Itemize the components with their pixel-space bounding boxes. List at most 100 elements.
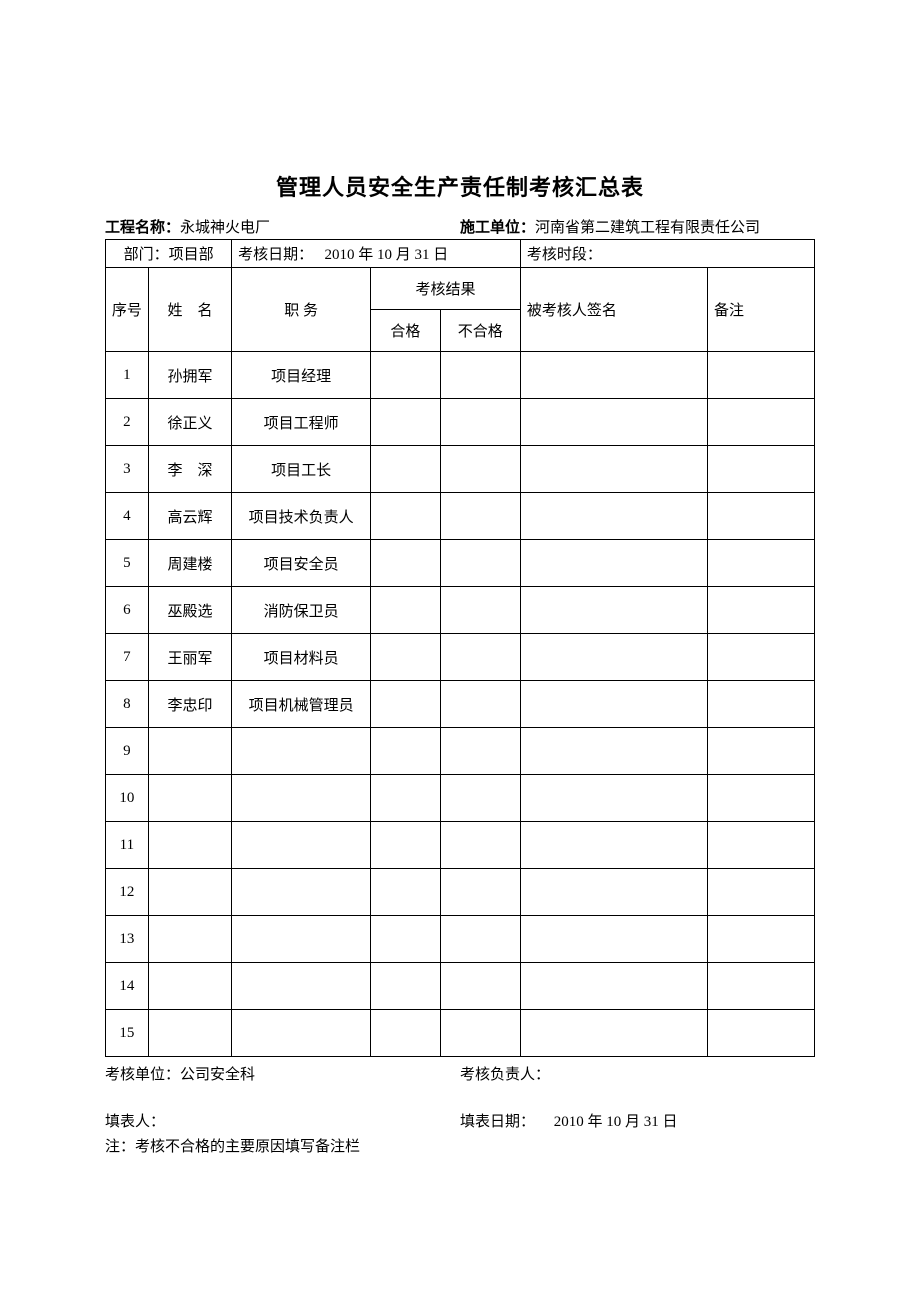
table-row: 8李忠印项目机械管理员: [106, 681, 815, 728]
project-label: 工程名称：: [105, 220, 180, 236]
cell-note: [708, 681, 815, 728]
cell-position: 消防保卫员: [232, 587, 371, 634]
dept-cell: 部门：项目部: [106, 240, 232, 268]
cell-pass: [371, 587, 441, 634]
cell-sign: [520, 1010, 707, 1057]
table-row: 7王丽军项目材料员: [106, 634, 815, 681]
cell-name: 周建楼: [148, 540, 231, 587]
contractor-label: 施工单位：: [460, 220, 535, 236]
cell-note: [708, 352, 815, 399]
cell-position: [232, 728, 371, 775]
col-pass-header: 合格: [371, 310, 441, 352]
col-result-header: 考核结果: [371, 268, 521, 310]
cell-name: 巫殿选: [148, 587, 231, 634]
cell-fail: [440, 446, 520, 493]
cell-fail: [440, 775, 520, 822]
cell-sign: [520, 540, 707, 587]
contractor-value: 河南省第二建筑工程有限责任公司: [535, 220, 760, 236]
cell-pass: [371, 916, 441, 963]
cell-position: [232, 916, 371, 963]
cell-position: [232, 1010, 371, 1057]
cell-note: [708, 728, 815, 775]
table-row: 5周建楼项目安全员: [106, 540, 815, 587]
cell-fail: [440, 822, 520, 869]
table-row: 12: [106, 869, 815, 916]
cell-sign: [520, 728, 707, 775]
col-note-header: 备注: [708, 268, 815, 352]
table-row: 15: [106, 1010, 815, 1057]
cell-seq: 8: [106, 681, 149, 728]
cell-sign: [520, 587, 707, 634]
cell-note: [708, 587, 815, 634]
cell-name: 王丽军: [148, 634, 231, 681]
cell-fail: [440, 399, 520, 446]
cell-position: 项目经理: [232, 352, 371, 399]
cell-name: [148, 1010, 231, 1057]
table-row: 6巫殿选消防保卫员: [106, 587, 815, 634]
cell-pass: [371, 822, 441, 869]
cell-name: [148, 916, 231, 963]
filler: 填表人：: [105, 1110, 460, 1131]
assess-date-cell: 考核日期： 2010 年 10 月 31 日: [232, 240, 521, 268]
cell-seq: 4: [106, 493, 149, 540]
cell-fail: [440, 1010, 520, 1057]
cell-fail: [440, 634, 520, 681]
cell-position: 项目工长: [232, 446, 371, 493]
fill-date-label: 填表日期：: [460, 1114, 535, 1130]
header-info-line: 工程名称：永城神火电厂 施工单位：河南省第二建筑工程有限责任公司: [105, 216, 815, 237]
cell-fail: [440, 728, 520, 775]
cell-pass: [371, 1010, 441, 1057]
fill-date-value: 2010 年 10 月 31 日: [554, 1114, 678, 1130]
cell-pass: [371, 493, 441, 540]
table-row: 4高云辉项目技术负责人: [106, 493, 815, 540]
cell-name: [148, 869, 231, 916]
cell-sign: [520, 493, 707, 540]
col-fail-header: 不合格: [440, 310, 520, 352]
cell-seq: 13: [106, 916, 149, 963]
cell-sign: [520, 352, 707, 399]
cell-sign: [520, 822, 707, 869]
assess-period-cell: 考核时段：: [520, 240, 814, 268]
cell-position: 项目工程师: [232, 399, 371, 446]
header-row-1: 序号 姓 名 职 务 考核结果 被考核人签名 备注: [106, 268, 815, 310]
cell-note: [708, 869, 815, 916]
meta-row: 部门：项目部 考核日期： 2010 年 10 月 31 日 考核时段：: [106, 240, 815, 268]
cell-note: [708, 963, 815, 1010]
assess-date-label: 考核日期：: [238, 247, 313, 263]
cell-name: 孙拥军: [148, 352, 231, 399]
cell-pass: [371, 775, 441, 822]
cell-name: 李 深: [148, 446, 231, 493]
cell-pass: [371, 963, 441, 1010]
cell-name: [148, 775, 231, 822]
table-body: 1孙拥军项目经理2徐正义项目工程师3李 深项目工长4高云辉项目技术负责人5周建楼…: [106, 352, 815, 1057]
table-row: 10: [106, 775, 815, 822]
cell-pass: [371, 446, 441, 493]
assess-unit: 考核单位：公司安全科: [105, 1063, 460, 1084]
cell-note: [708, 493, 815, 540]
cell-seq: 2: [106, 399, 149, 446]
footer: 考核单位：公司安全科 考核负责人： 填表人： 填表日期： 2010 年 10 月…: [105, 1063, 815, 1156]
cell-note: [708, 916, 815, 963]
cell-seq: 5: [106, 540, 149, 587]
cell-pass: [371, 869, 441, 916]
cell-position: 项目机械管理员: [232, 681, 371, 728]
table-row: 1孙拥军项目经理: [106, 352, 815, 399]
cell-position: 项目材料员: [232, 634, 371, 681]
cell-note: [708, 540, 815, 587]
cell-seq: 10: [106, 775, 149, 822]
cell-position: 项目技术负责人: [232, 493, 371, 540]
cell-fail: [440, 963, 520, 1010]
cell-sign: [520, 916, 707, 963]
document-title: 管理人员安全生产责任制考核汇总表: [105, 170, 815, 202]
cell-pass: [371, 634, 441, 681]
table-row: 14: [106, 963, 815, 1010]
cell-name: 徐正义: [148, 399, 231, 446]
cell-name: [148, 728, 231, 775]
table-row: 9: [106, 728, 815, 775]
cell-note: [708, 822, 815, 869]
cell-pass: [371, 540, 441, 587]
cell-fail: [440, 540, 520, 587]
cell-fail: [440, 681, 520, 728]
project-value: 永城神火电厂: [180, 220, 270, 236]
cell-note: [708, 634, 815, 681]
